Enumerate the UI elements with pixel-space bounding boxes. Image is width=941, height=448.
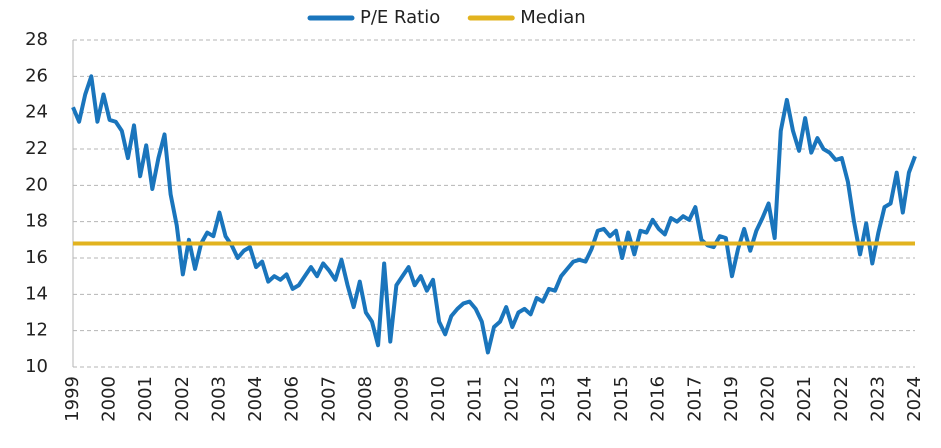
y-tick-label: 10 [25, 356, 48, 377]
x-tick-label: 2012 [501, 376, 522, 422]
x-tick-label: 2009 [391, 376, 412, 422]
x-tick-label: 2024 [904, 376, 925, 422]
y-tick-label: 28 [25, 29, 48, 50]
x-tick-label: 2016 [648, 376, 669, 422]
x-tick-label: 2015 [611, 376, 632, 422]
x-tick-label: 2022 [831, 376, 852, 422]
y-tick-label: 12 [25, 320, 48, 341]
legend: P/E Ratio Median [307, 7, 586, 28]
y-tick-label: 20 [25, 174, 48, 195]
legend-label: Median [520, 7, 585, 28]
x-tick-label: 2008 [355, 376, 376, 422]
x-tick-label: 2021 [794, 376, 815, 422]
y-tick-label: 26 [25, 65, 48, 86]
x-tick-label: 2013 [538, 376, 559, 422]
x-tick-label: 2017 [684, 376, 705, 422]
x-tick-label: 2019 [721, 376, 742, 422]
y-tick-label: 14 [25, 283, 48, 304]
data-line [71, 74, 917, 355]
y-tick-label: 16 [25, 247, 48, 268]
y-tick-label: 18 [25, 211, 48, 232]
y-tick-label: 24 [25, 102, 48, 123]
x-tick-label: 2011 [465, 376, 486, 422]
x-tick-label: 1999 [62, 376, 83, 422]
x-tick-label: 2002 [172, 376, 193, 422]
x-tick-label: 2000 [99, 376, 120, 422]
x-tick-label: 2006 [282, 376, 303, 422]
x-tick-label: 2004 [245, 376, 266, 422]
x-tick-label: 2003 [208, 376, 229, 422]
x-tick-label: 2014 [575, 376, 596, 422]
x-tick-label: 2010 [428, 376, 449, 422]
y-tick-label: 22 [25, 138, 48, 159]
x-tick-label: 2001 [135, 376, 156, 422]
x-tick-label: 2023 [867, 376, 888, 422]
x-tick-label: 2020 [758, 376, 779, 422]
legend-label: P/E Ratio [360, 7, 440, 28]
x-tick-label: 2007 [318, 376, 339, 422]
